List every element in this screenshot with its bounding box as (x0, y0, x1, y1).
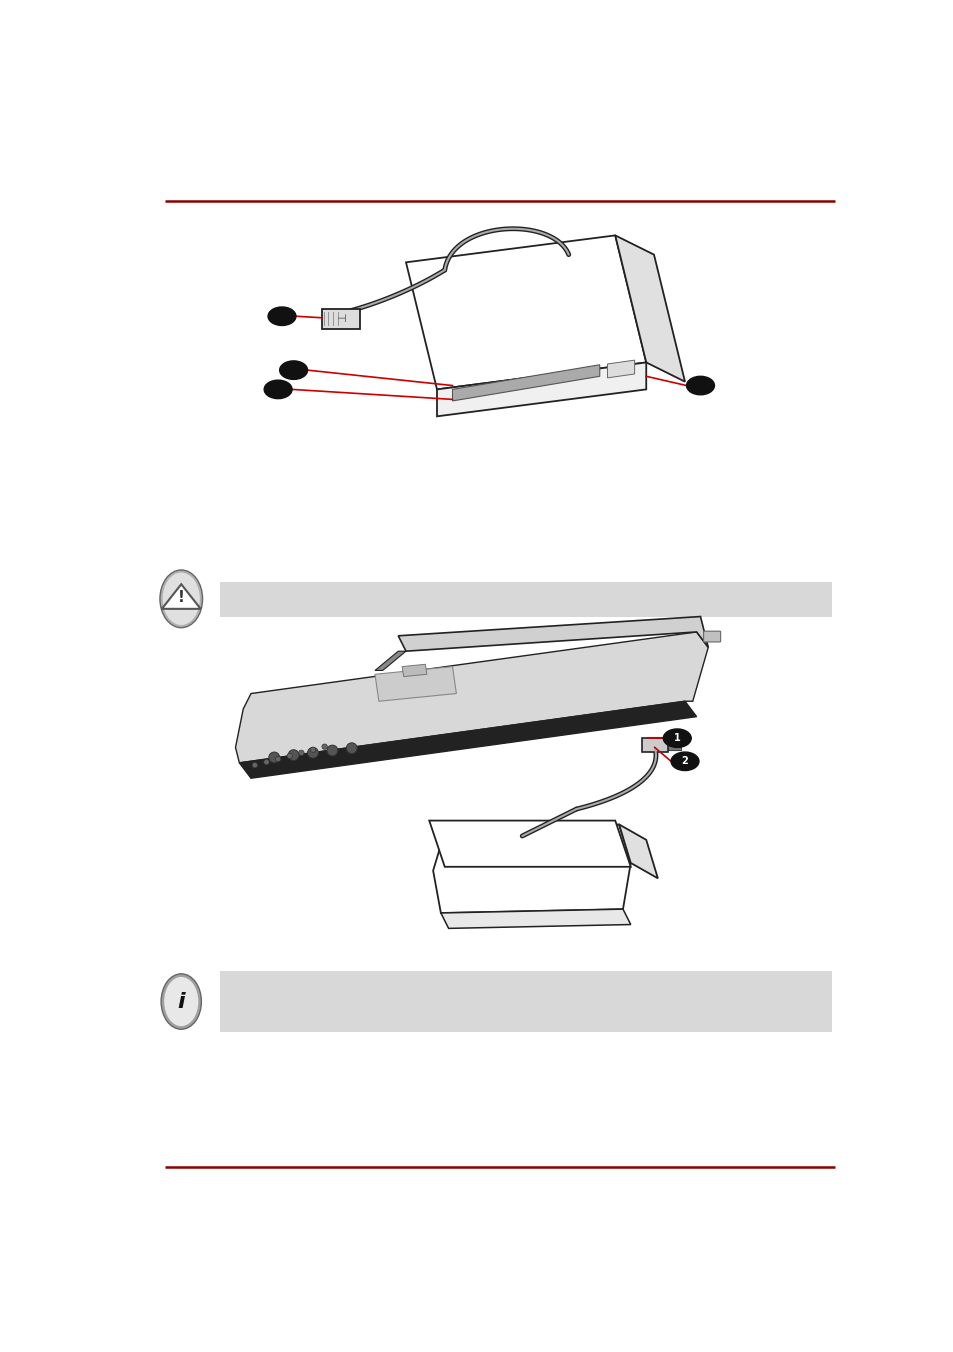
Circle shape (275, 756, 280, 761)
Ellipse shape (686, 376, 714, 395)
Text: i: i (177, 991, 185, 1011)
FancyBboxPatch shape (220, 581, 831, 617)
FancyBboxPatch shape (703, 631, 720, 642)
Polygon shape (433, 825, 630, 913)
Ellipse shape (662, 729, 691, 748)
Circle shape (321, 744, 327, 749)
Polygon shape (429, 821, 630, 867)
Circle shape (307, 748, 318, 758)
FancyBboxPatch shape (641, 738, 667, 752)
Ellipse shape (161, 973, 201, 1029)
Circle shape (288, 750, 298, 761)
Ellipse shape (670, 752, 699, 771)
FancyBboxPatch shape (220, 971, 831, 1033)
Polygon shape (436, 362, 645, 416)
Text: !: ! (177, 589, 185, 604)
Polygon shape (235, 631, 707, 763)
FancyBboxPatch shape (321, 308, 360, 329)
Ellipse shape (162, 573, 199, 625)
Ellipse shape (164, 977, 198, 1026)
Ellipse shape (160, 571, 202, 627)
Ellipse shape (268, 307, 295, 326)
Circle shape (346, 742, 356, 753)
Ellipse shape (264, 380, 292, 399)
Text: 1: 1 (673, 733, 679, 744)
Polygon shape (618, 825, 658, 879)
Circle shape (310, 748, 315, 753)
Polygon shape (440, 909, 630, 929)
Text: 2: 2 (680, 756, 688, 767)
Polygon shape (406, 235, 645, 389)
FancyBboxPatch shape (646, 737, 661, 750)
Circle shape (287, 753, 293, 758)
Polygon shape (615, 235, 684, 381)
Circle shape (298, 750, 304, 756)
Polygon shape (607, 360, 634, 377)
Polygon shape (375, 667, 456, 702)
Circle shape (264, 760, 269, 765)
Ellipse shape (279, 361, 307, 380)
Polygon shape (452, 365, 599, 402)
Text: ⊣: ⊣ (335, 314, 345, 323)
Polygon shape (375, 652, 406, 671)
Circle shape (269, 752, 279, 763)
Circle shape (252, 763, 257, 768)
Polygon shape (397, 617, 707, 652)
Polygon shape (239, 702, 696, 779)
FancyBboxPatch shape (665, 737, 680, 750)
Polygon shape (402, 664, 427, 676)
Polygon shape (162, 584, 200, 608)
Circle shape (327, 745, 337, 756)
